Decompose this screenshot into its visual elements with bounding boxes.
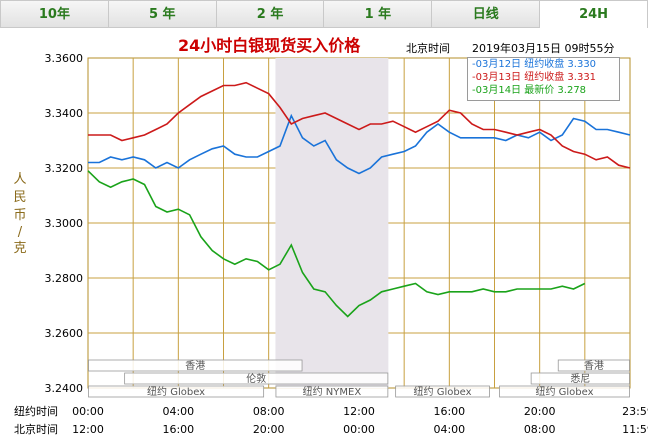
x-bj-tick-label: 04:00 — [433, 423, 465, 436]
y-tick-label: 3.3000 — [45, 217, 84, 230]
series-lines — [87, 81, 631, 318]
ylabel-char-3: / — [18, 225, 23, 240]
tab-daily[interactable]: 日线 — [431, 0, 540, 28]
legend-item-mar13: -03月13日 纽约收盘 3.331 — [472, 72, 597, 83]
market-bar — [395, 385, 490, 398]
market-bar — [88, 385, 265, 398]
market-bar-label: 纽约 NYMEX — [303, 385, 362, 398]
ylabel-char-0: 人 — [13, 172, 26, 187]
x-bj-tick-label: 08:00 — [524, 423, 556, 436]
x-ny-axis-title: 纽约时间 — [14, 404, 58, 418]
x-ny-tick-label: 23:59 — [622, 405, 648, 418]
axis-ticks: 3.3600 3.3400 3.3200 3.3000 3.2800 3.2600 3.24… — [45, 52, 84, 395]
timeframe-tabs: 10年 5 年 2 年 1 年 日线 24H — [0, 0, 648, 30]
series-line-03月12日 — [88, 113, 631, 175]
ylabel-char-4: 克 — [13, 241, 26, 256]
market-bar — [530, 372, 630, 385]
y-axis-label: 人 民 币 / 克 — [13, 172, 26, 256]
tab-5y[interactable]: 5 年 — [107, 0, 216, 28]
legend-item-mar14: -03月14日 最新价 3.278 — [472, 85, 587, 96]
y-tick-label: 3.3200 — [45, 162, 84, 175]
timestamp-label: 北京时间 — [406, 41, 450, 55]
x-ny-tick-label: 20:00 — [524, 405, 556, 418]
timestamp-value: 2019年03月15日 09时55分 — [472, 41, 614, 55]
nymex-highlight — [275, 58, 389, 388]
market-bar — [88, 359, 303, 372]
tab-10y[interactable]: 10年 — [0, 0, 108, 28]
x-ny-tick-label: 00:00 — [72, 405, 104, 418]
series-line-03月13日 — [88, 81, 631, 169]
market-bar — [275, 385, 389, 398]
x-bj-tick-label: 16:00 — [162, 423, 194, 436]
legend-item-mar12: -03月12日 纽约收盘 3.330 — [472, 59, 597, 70]
x-ny-tick-label: 12:00 — [343, 405, 375, 418]
market-bar-label: 香港 — [584, 360, 604, 372]
x-bj-tick-label: 12:00 — [72, 423, 104, 436]
legend: -03月12日 纽约收盘 3.330 -03月13日 纽约收盘 3.331 -0… — [467, 57, 620, 101]
market-bar-label: 伦敦 — [246, 372, 266, 385]
y-tick-label: 3.2600 — [45, 327, 84, 340]
tab-24h[interactable]: 24H — [539, 0, 648, 28]
x-bj-tick-label: 00:00 — [343, 423, 375, 436]
x-ny-tick-label: 16:00 — [433, 405, 465, 418]
x-bj-tick-label: 20:00 — [253, 423, 285, 436]
market-bar-label: 纽约 Globex — [535, 385, 593, 398]
market-bar — [499, 385, 630, 398]
y-tick-label: 3.3600 — [45, 52, 84, 65]
y-tick-label: 3.3400 — [45, 107, 84, 120]
tab-2y[interactable]: 2 年 — [215, 0, 324, 28]
tab-1y[interactable]: 1 年 — [323, 0, 432, 28]
y-tick-label: 3.2400 — [45, 382, 84, 395]
market-bar-label: 纽约 Globex — [414, 385, 472, 398]
ylabel-char-1: 民 — [13, 190, 26, 205]
market-bar — [557, 359, 630, 372]
x-ny-tick-label: 08:00 — [253, 405, 285, 418]
highlight-band — [275, 58, 389, 388]
ylabel-char-2: 币 — [13, 208, 26, 223]
market-bar-label: 悉尼 — [570, 373, 590, 385]
series-line-03月14日 — [87, 170, 586, 318]
chart-title: 24小时白银现货买入价格 — [178, 36, 361, 55]
market-bar — [124, 372, 389, 385]
market-bar-label: 香港 — [185, 360, 205, 372]
x-bj-tick-label: 11:59 — [622, 423, 648, 436]
market-bar-label: 纽约 Globex — [147, 385, 205, 398]
silver-price-chart: 24小时白银现货买入价格 北京时间 2019年03月15日 09时55分 人 民… — [13, 36, 648, 436]
y-tick-label: 3.2800 — [45, 272, 84, 285]
x-bj-axis-title: 北京时间 — [14, 422, 58, 436]
x-ny-tick-label: 04:00 — [162, 405, 194, 418]
